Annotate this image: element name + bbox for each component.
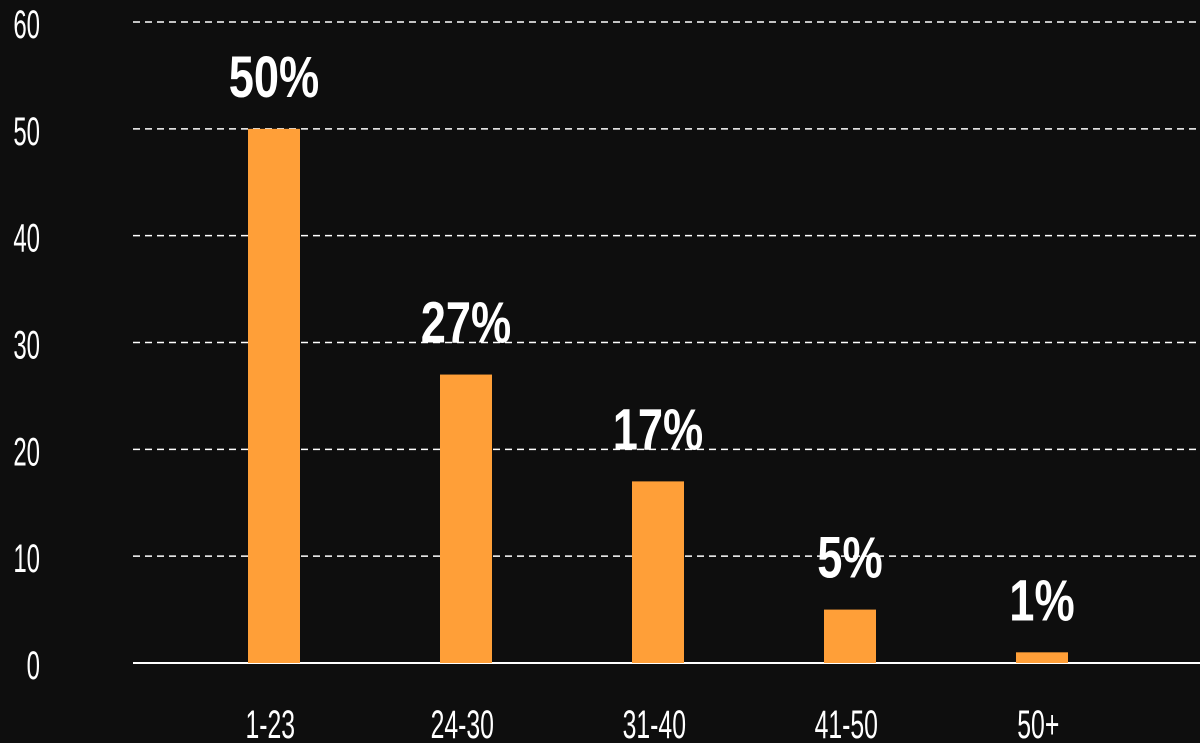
data-label: 1% bbox=[1009, 569, 1074, 634]
y-tick-label: 40 bbox=[13, 215, 40, 260]
data-label: 27% bbox=[421, 291, 512, 356]
bar bbox=[1016, 652, 1068, 663]
x-tick-label: 24-30 bbox=[431, 703, 494, 743]
data-label: 50% bbox=[229, 46, 320, 111]
data-label: 5% bbox=[817, 526, 882, 591]
y-tick-label: 30 bbox=[13, 322, 40, 367]
x-tick-label: 31-40 bbox=[623, 703, 686, 743]
y-tick-label: 60 bbox=[13, 2, 40, 47]
bar bbox=[440, 374, 492, 663]
data-label: 17% bbox=[613, 398, 704, 463]
x-tick-label: 1-23 bbox=[245, 703, 295, 743]
y-tick-label: 50 bbox=[13, 108, 40, 153]
x-tick-label: 41-50 bbox=[815, 703, 878, 743]
bar bbox=[248, 128, 300, 664]
x-tick-label: 50+ bbox=[1017, 703, 1059, 743]
y-tick-label: 0 bbox=[27, 643, 40, 688]
bar bbox=[632, 481, 684, 663]
bar bbox=[824, 609, 876, 663]
y-tick-label: 10 bbox=[13, 536, 40, 581]
y-tick-label: 20 bbox=[13, 429, 40, 474]
